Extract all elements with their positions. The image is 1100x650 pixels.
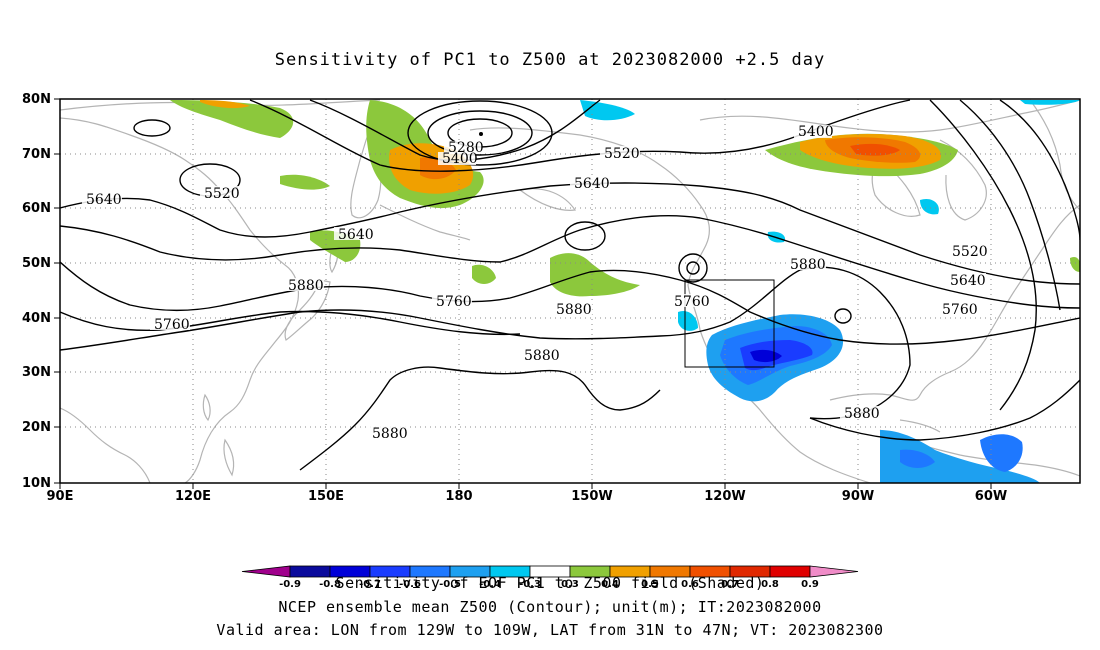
contour-label: 5640: [950, 273, 986, 289]
colorbar-tick-label: 0.8: [761, 579, 779, 590]
colorbar-tick-label: -0.4: [479, 579, 501, 590]
lon-tick-label: 90E: [47, 489, 74, 504]
contour-label: 5520: [952, 244, 988, 260]
valid-area-box: [684, 279, 775, 368]
colorbar-tick-label: 0.6: [681, 579, 699, 590]
footer-valid-area: Valid area: LON from 129W to 109W, LAT f…: [216, 621, 884, 639]
contour-label: 5880: [524, 348, 560, 364]
contour-label: 5760: [436, 294, 472, 310]
colorbar: -0.9 -0.8 -0.7 -0.6 -0.5 -0.4 -0.3 0.3 0.4 0.5 0.6…: [241, 565, 859, 590]
lat-tick-label: 50N: [22, 256, 51, 271]
colorbar-tick-label: 0.5: [641, 579, 659, 590]
lat-tick-label: 70N: [22, 147, 51, 162]
lat-tick-label: 60N: [22, 201, 51, 216]
graticule: [60, 99, 1080, 483]
lat-tick-label: 30N: [22, 365, 51, 380]
colorbar-tick-label: 0.7: [721, 579, 739, 590]
contour-label: 5880: [288, 278, 324, 294]
low-center-marker: [479, 132, 483, 136]
contour-label: 5520: [204, 186, 240, 202]
contour-label: 5760: [674, 294, 710, 310]
longitude-labels: 90E 120E 150E 180 150W 120W 90W 60W: [47, 489, 1008, 504]
contour-label: 5640: [574, 176, 610, 192]
lon-tick-label: 90W: [842, 489, 874, 504]
colorbar-end-right: [809, 565, 859, 578]
contour-label: 5400: [798, 124, 834, 140]
colorbar-tick-label: 0.3: [561, 579, 579, 590]
contour-label: 5640: [338, 227, 374, 243]
contour-label: 5880: [556, 302, 592, 318]
contour-label: 5880: [844, 406, 880, 422]
colorbar-tick-label: -0.6: [399, 579, 421, 590]
contour-label: 5760: [154, 317, 190, 333]
colorbar-tick-label: -0.9: [279, 579, 301, 590]
latitude-labels: 10N 20N 30N 40N 50N 60N 70N 80N: [22, 92, 51, 491]
lon-tick-label: 150W: [571, 489, 612, 504]
colorbar-tick-label: -0.5: [439, 579, 461, 590]
lon-tick-label: 180: [445, 489, 472, 504]
lon-tick-label: 150E: [308, 489, 344, 504]
colorbar-tick-label: -0.3: [519, 579, 541, 590]
contour-label: 5880: [372, 426, 408, 442]
contour-label: 5880: [790, 257, 826, 273]
map-title: Sensitivity of PC1 to Z500 at 2023082000…: [274, 50, 826, 70]
lat-tick-label: 20N: [22, 420, 51, 435]
colorbar-tick-label: -0.8: [319, 579, 341, 590]
footer-shading-description: Sensitivity of EOF PC1 to Z500 field (Sh…: [335, 574, 765, 592]
lat-tick-label: 10N: [22, 476, 51, 491]
lat-tick-label: 80N: [22, 92, 51, 107]
colorbar-tick-label: 0.4: [601, 579, 619, 590]
contour-label: 5760: [942, 302, 978, 318]
lat-tick-label: 40N: [22, 311, 51, 326]
colorbar-tick-label: -0.7: [359, 579, 381, 590]
colorbar-tick-label: 0.9: [801, 579, 819, 590]
contour-label: 5520: [604, 146, 640, 162]
contour-label-group: 5280 5400 5400 5520 5520 5520 5640 5640 …: [82, 124, 988, 442]
plot-frame: [59, 98, 1081, 484]
axis-ticks: [54, 98, 992, 489]
contour-label: 5400: [442, 151, 478, 167]
contour-label: 5640: [86, 192, 122, 208]
footer-contour-description: NCEP ensemble mean Z500 (Contour); unit(…: [278, 598, 822, 616]
lon-tick-label: 60W: [975, 489, 1007, 504]
lon-tick-label: 120W: [704, 489, 745, 504]
lon-tick-label: 120E: [175, 489, 211, 504]
